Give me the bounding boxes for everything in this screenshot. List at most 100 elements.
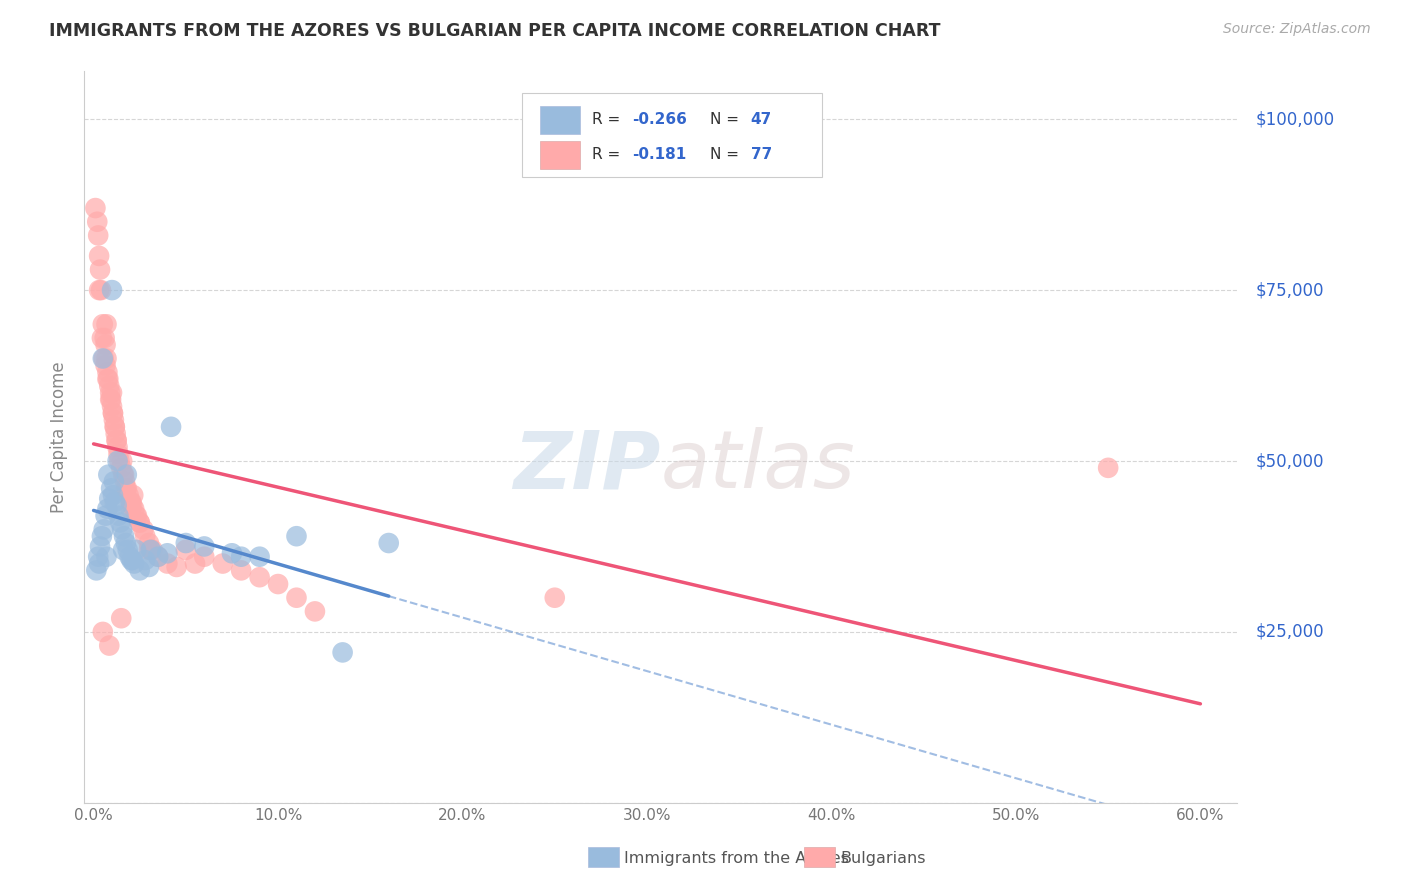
Point <box>156 557 179 571</box>
Point <box>231 549 253 564</box>
Point <box>112 542 135 557</box>
Point <box>100 392 122 407</box>
Point <box>98 392 121 407</box>
Point <box>101 406 124 420</box>
Text: R =: R = <box>592 147 630 162</box>
Point <box>91 318 114 332</box>
Point <box>128 516 150 530</box>
Point <box>377 536 399 550</box>
Point <box>267 577 290 591</box>
Point <box>249 549 271 564</box>
Point <box>112 467 135 482</box>
Point <box>104 495 127 509</box>
Text: -0.181: -0.181 <box>633 147 686 162</box>
Point <box>98 639 121 653</box>
Text: 77: 77 <box>751 147 772 162</box>
Point <box>122 501 145 516</box>
Point <box>285 529 308 543</box>
Point <box>105 434 128 448</box>
Point <box>114 475 136 489</box>
Point <box>142 542 165 557</box>
Y-axis label: Per Capita Income: Per Capita Income <box>51 361 69 513</box>
Point <box>101 400 124 414</box>
FancyBboxPatch shape <box>540 141 581 169</box>
Point <box>122 488 145 502</box>
Point <box>134 529 156 543</box>
Point <box>146 549 169 564</box>
Point <box>96 365 118 379</box>
Point <box>100 481 122 495</box>
Point <box>117 542 139 557</box>
Point <box>98 491 121 506</box>
Point <box>86 563 108 577</box>
Point <box>122 557 145 571</box>
Point <box>112 529 135 543</box>
Point <box>160 420 183 434</box>
Point <box>184 557 207 571</box>
Text: $50,000: $50,000 <box>1256 452 1324 470</box>
Text: Bulgarians: Bulgarians <box>841 851 927 865</box>
Point <box>138 542 160 557</box>
Point <box>87 249 110 263</box>
Point <box>332 645 354 659</box>
Text: N =: N = <box>710 147 744 162</box>
Point <box>304 604 326 618</box>
Point <box>166 560 188 574</box>
Point <box>101 283 124 297</box>
Point <box>115 481 138 495</box>
Text: $75,000: $75,000 <box>1256 281 1324 299</box>
Point <box>105 434 128 448</box>
Point <box>115 536 138 550</box>
Point <box>96 351 118 366</box>
Point <box>93 331 115 345</box>
Point <box>101 385 124 400</box>
Point <box>128 563 150 577</box>
Point <box>231 563 253 577</box>
Point <box>97 372 120 386</box>
Point <box>120 501 142 516</box>
Point <box>89 540 111 554</box>
Point <box>94 359 117 373</box>
Point <box>105 499 128 513</box>
FancyBboxPatch shape <box>523 94 823 178</box>
Point <box>193 540 215 554</box>
FancyBboxPatch shape <box>540 106 581 134</box>
Point <box>91 624 114 639</box>
Point <box>111 454 134 468</box>
Point <box>110 516 132 530</box>
Point <box>103 413 125 427</box>
Point <box>107 454 129 468</box>
Point <box>84 201 107 215</box>
Point <box>120 553 142 567</box>
Point <box>139 542 162 557</box>
Point <box>120 495 142 509</box>
Point <box>108 454 131 468</box>
Point <box>94 508 117 523</box>
Point <box>134 553 156 567</box>
Point <box>132 522 155 536</box>
Point <box>138 536 160 550</box>
Point <box>146 549 169 564</box>
Point <box>87 283 110 297</box>
Point <box>115 467 138 482</box>
Point <box>96 549 118 564</box>
Point <box>104 420 127 434</box>
Point <box>110 460 132 475</box>
Text: -0.266: -0.266 <box>633 112 688 128</box>
Text: 47: 47 <box>751 112 772 128</box>
Point <box>121 499 143 513</box>
Point <box>1097 460 1119 475</box>
Point <box>91 351 114 366</box>
Point <box>93 351 115 366</box>
Point <box>103 475 125 489</box>
Text: Immigrants from the Azores: Immigrants from the Azores <box>624 851 849 865</box>
Point <box>121 553 143 567</box>
Point <box>93 522 115 536</box>
Point <box>107 447 129 461</box>
Point <box>115 481 138 495</box>
Point <box>104 426 127 441</box>
Point <box>96 501 118 516</box>
Point <box>90 283 112 297</box>
Point <box>90 529 112 543</box>
Point <box>117 488 139 502</box>
